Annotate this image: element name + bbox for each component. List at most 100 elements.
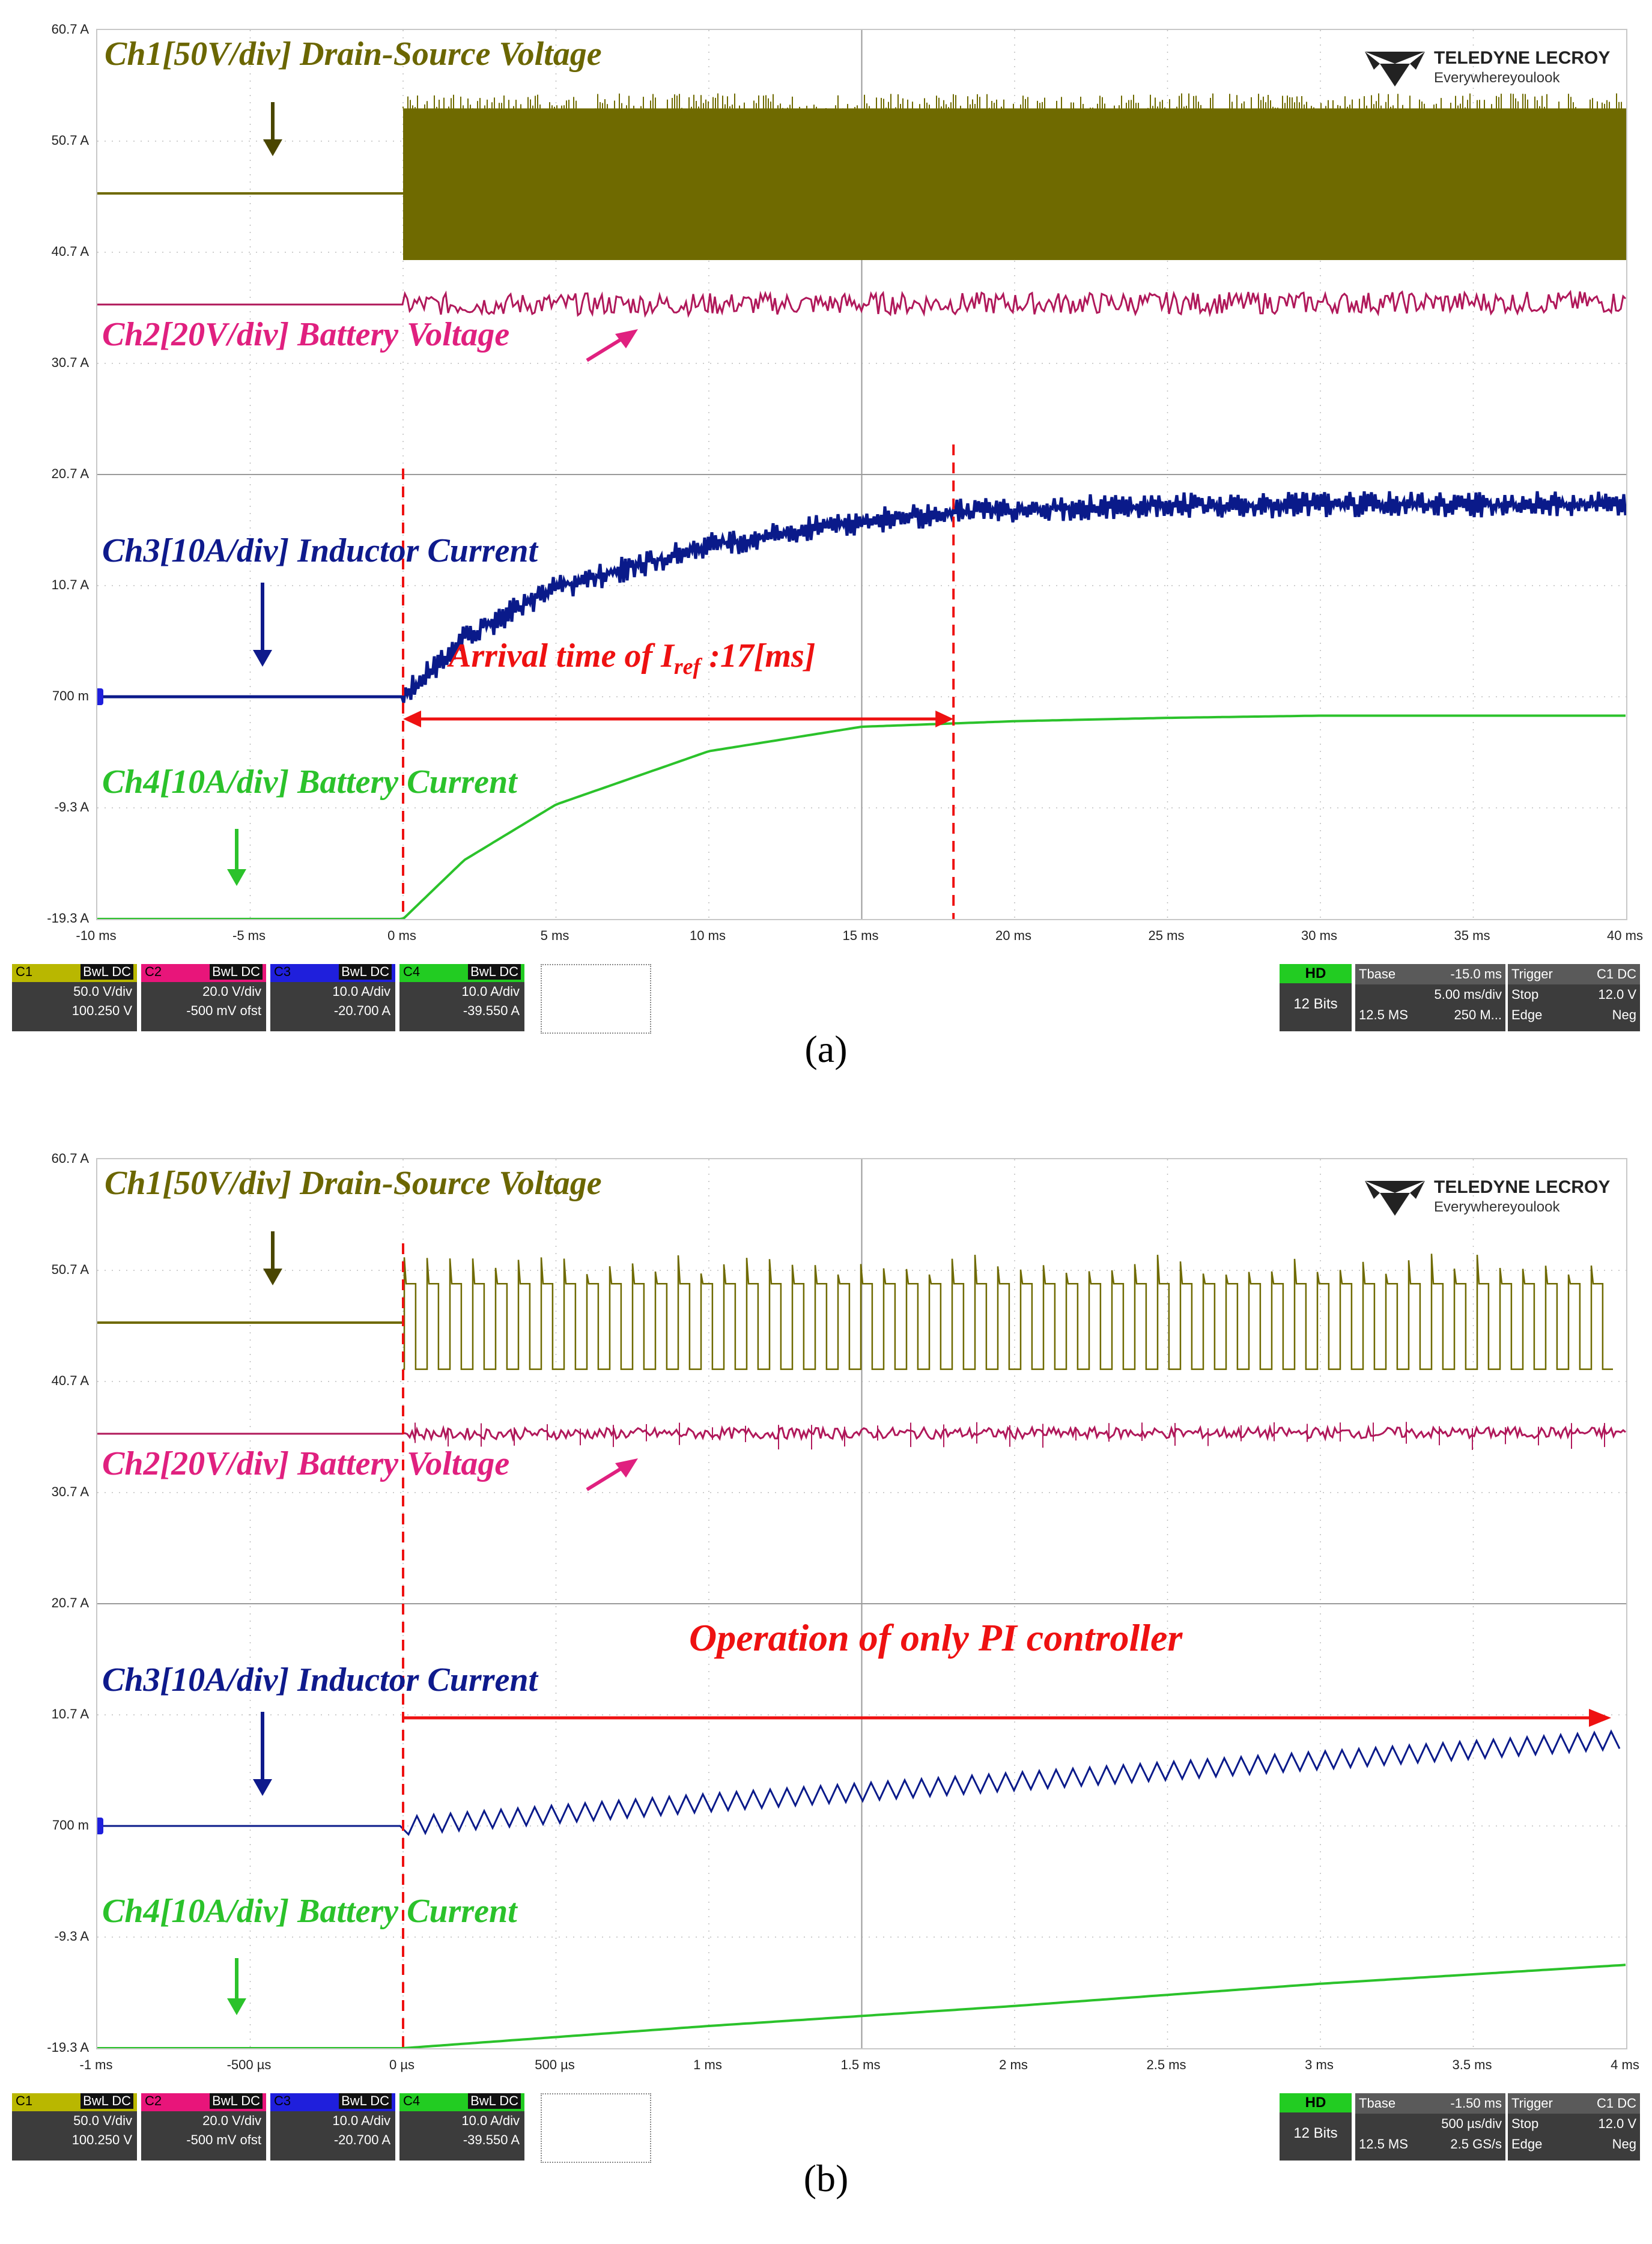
channel-header: C1 BwL DC [12,2093,137,2111]
channel-box-c3[interactable]: C3 BwL DC 10.0 A/div -20.700 A [270,964,395,1031]
empty-slot [541,964,651,1034]
x-tick-label: 500 µs [535,2057,575,2072]
x-tick-label: 1.5 ms [840,2057,881,2072]
channel-box-c2[interactable]: C2 BwL DC 20.0 V/div -500 mV ofst [141,964,266,1031]
y-tick-label: 40.7 A [51,244,89,259]
teledyne-lecroy-logo: TELEDYNE LECROY Everywhereyoulook [1362,1172,1610,1221]
bits-label: 12 Bits [1293,2125,1338,2141]
ch2-trace [97,1424,1626,1442]
channel-header: C1 BwL DC [12,964,137,982]
trigger-slope: Neg [1612,2136,1636,2152]
event-markers [402,1243,1611,2048]
oscilloscope-panel-b: TELEDYNE LECROY Everywhereyoulook Ch1[50… [0,1129,1652,2200]
series-ch2 [97,1422,1626,1451]
y-tick-label: 20.7 A [51,466,89,481]
trigger-box[interactable]: Trigger C1 DC Stop 12.0 V Edge Neg [1508,2093,1640,2161]
channel-scale: 50.0 V/div [73,2113,132,2128]
channel-tag: C2 [145,964,162,979]
x-tick-label: 0 ms [387,928,416,943]
ch1-arrow-head [263,139,282,156]
y-tick-label: 60.7 A [51,22,89,37]
ch3-ground-marker [97,688,103,705]
y-tick-label: 10.7 A [51,1706,89,1721]
y-tick-label: 700 m [52,1818,89,1833]
channel-offset: -500 mV ofst [186,2132,261,2147]
ch4-trace [97,1964,1626,2048]
trigger-box[interactable]: Trigger C1 DC Stop 12.0 V Edge Neg [1508,964,1640,1031]
ch1-arrow-head [263,1269,282,1285]
arrival-sub: ref [673,654,701,680]
x-tick-label: 25 ms [1148,928,1185,943]
channel-header: C2 BwL DC [141,964,266,982]
ch2-arrow-head [615,329,638,348]
plot-area: TELEDYNE LECROY Everywhereyoulook Ch1[50… [96,29,1627,920]
ch1-annotation: Ch1[50V/div] Drain-Source Voltage [105,35,602,73]
timebase-box[interactable]: Tbase -1.50 ms 500 µs/div 12.5 MS 2.5 GS/s [1355,2093,1505,2161]
ch1-annotation: Ch1[50V/div] Drain-Source Voltage [105,1165,602,1202]
channel-tag: C1 [16,2093,33,2108]
timebase-label: Tbase [1359,2096,1396,2111]
pi-controller-annotation: Operation of only PI controller [689,1616,1183,1659]
channel-badges: BwL DC [339,2093,392,2109]
channel-box-c4[interactable]: C4 BwL DC 10.0 A/div -39.550 A [399,2093,524,2161]
logo-brand: TELEDYNE LECROY [1434,48,1611,68]
arrival-prefix: Arrival time of I [449,637,674,675]
channel-tag: C2 [145,2093,162,2108]
series-ch2 [97,290,1626,318]
channel-tag: C3 [274,2093,291,2108]
trigger-slope: Neg [1612,1007,1636,1022]
series-ch1 [97,93,1626,260]
channel-box-c3[interactable]: C3 BwL DC 10.0 A/div -20.700 A [270,2093,395,2161]
channel-scale: 10.0 A/div [332,2113,390,2128]
timebase-samples: 12.5 MS [1359,2136,1408,2152]
channel-scale: 20.0 V/div [202,984,261,999]
lecroy-logo-icon [1365,1181,1425,1216]
timebase-box[interactable]: Tbase -15.0 ms 5.00 ms/div 12.5 MS 250 M..… [1355,964,1505,1031]
logo-tagline: Everywhereyoulook [1434,1199,1560,1215]
ch4-trace [97,714,1626,919]
ch2-trace [97,290,1626,318]
channel-header: C3 BwL DC [270,964,395,982]
trigger-level: 12.0 V [1598,987,1636,1002]
ch4-arrow-head [227,869,246,886]
channel-header: C4 BwL DC [399,964,524,982]
arrow-head-right [1589,1709,1611,1727]
bits-label: 12 Bits [1293,996,1338,1012]
x-tick-label: 2 ms [999,2057,1028,2072]
x-tick-label: 4 ms [1611,2057,1639,2072]
arrival-time-annotation: Arrival time of Iref :17[ms] [449,637,816,680]
x-tick-label: -500 µs [226,2057,272,2072]
acquisition-mode[interactable]: HD 12 Bits [1280,964,1352,1031]
empty-slot [541,2093,651,2163]
acquisition-mode[interactable]: HD 12 Bits [1280,2093,1352,2161]
waveform-canvas [97,1159,1626,2048]
timebase-delay: -1.50 ms [1450,2096,1502,2111]
status-bar: C1 BwL DC 50.0 V/div 100.250 V C2 BwL DC 20.0 … [12,2063,1640,2163]
channel-badges: BwL DC [210,964,263,980]
channel-box-c4[interactable]: C4 BwL DC 10.0 A/div -39.550 A [399,964,524,1031]
annotation-arrows [227,102,638,886]
y-tick-label: -19.3 A [47,2040,89,2055]
channel-badges: BwL DC [339,964,392,980]
channel-header: C4 BwL DC [399,2093,524,2111]
ch4-arrow-head [227,1998,246,2015]
ch4-annotation: Ch4[10A/div] Battery Current [102,1893,517,1930]
x-tick-label: 2.5 ms [1146,2057,1186,2072]
logo-brand: TELEDYNE LECROY [1434,1177,1611,1197]
y-tick-label: 50.7 A [51,133,89,148]
channel-box-c1[interactable]: C1 BwL DC 50.0 V/div 100.250 V [12,2093,137,2161]
series-ch1 [97,1254,1613,1370]
ch3-annotation: Ch3[10A/div] Inductor Current [102,532,538,569]
channel-badges: BwL DC [210,2093,263,2109]
panel-caption: (a) [804,1028,848,1070]
trigger-label: Trigger [1511,966,1553,981]
trigger-mode: Stop [1511,987,1539,1002]
channel-box-c2[interactable]: C2 BwL DC 20.0 V/div -500 mV ofst [141,2093,266,2161]
y-tick-label: -19.3 A [47,911,89,926]
ch3-arrow-head [253,1779,272,1796]
x-tick-label: 3 ms [1305,2057,1334,2072]
ch3-trace [97,491,1626,703]
x-tick-label: -1 ms [79,2057,113,2072]
channel-badges: BwL DC [80,2093,133,2109]
channel-box-c1[interactable]: C1 BwL DC 50.0 V/div 100.250 V [12,964,137,1031]
